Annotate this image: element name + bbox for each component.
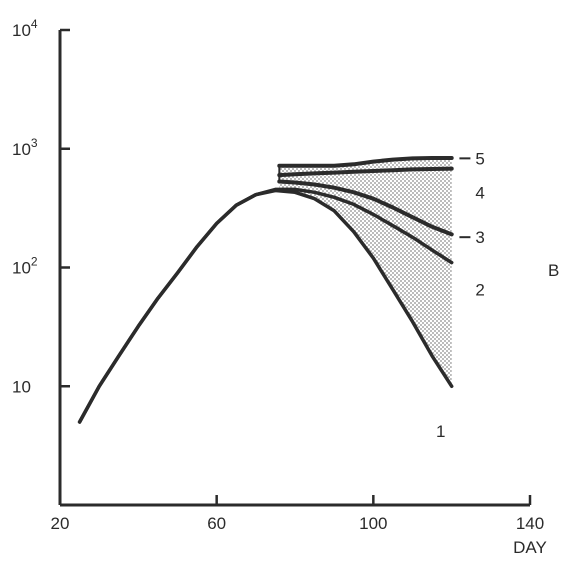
x-tick-label: 20	[51, 514, 70, 533]
y-tick-label: 10	[12, 377, 31, 396]
y-tick-label: 102	[12, 255, 38, 278]
series-line-4	[277, 166, 454, 178]
curve-label-1: 1	[436, 422, 445, 441]
x-tick-label: 100	[359, 514, 387, 533]
y-tick-label: 103	[12, 136, 38, 159]
series-line-3	[277, 179, 454, 237]
series-line-5	[277, 156, 454, 168]
curve-label-3: 3	[475, 228, 484, 247]
panel-label: B	[548, 261, 559, 280]
series-line-2	[77, 187, 454, 424]
x-tick-label: 60	[207, 514, 226, 533]
x-tick-label: 140	[516, 514, 544, 533]
y-tick-label: 104	[12, 17, 38, 40]
curve-label-2: 2	[475, 281, 484, 300]
curve-label-4: 4	[475, 183, 484, 202]
curve-label-5: 5	[475, 149, 484, 168]
x-axis-title: DAY	[513, 538, 547, 557]
